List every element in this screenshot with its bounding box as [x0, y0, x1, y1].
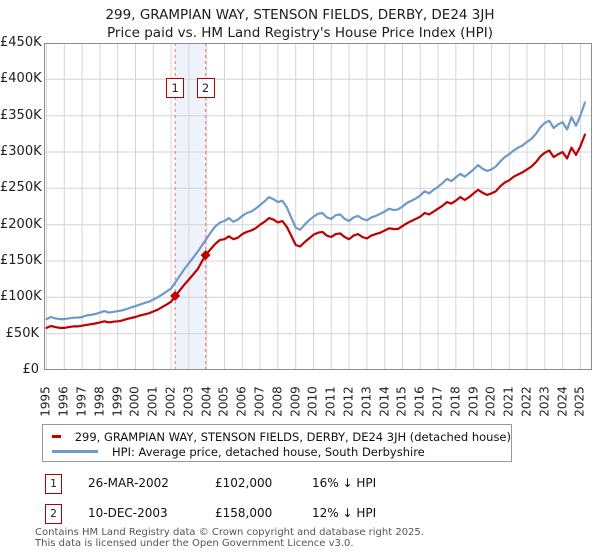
sale-2-marker: 2: [45, 504, 62, 524]
hpi-line-label: HPI: Average price, detached house, Sout…: [112, 444, 425, 459]
x-axis-tick-label: 2003: [181, 386, 196, 417]
sale-1-marker: 1: [45, 474, 62, 494]
y-axis-tick-label: £0: [22, 362, 39, 377]
sale-flag-1: 1: [166, 78, 185, 98]
x-axis-tick-label: 1997: [74, 386, 89, 417]
x-axis-tick-label: 2021: [501, 386, 516, 417]
x-axis-tick-label: 2010: [305, 386, 320, 417]
legend-item-property: 299, GRAMPIAN WAY, STENSON FIELDS, DERBY…: [43, 429, 511, 444]
x-axis-tick-label: 2004: [199, 386, 214, 417]
x-axis-tick-label: 2000: [127, 386, 142, 417]
legend-item-hpi: HPI: Average price, detached house, Sout…: [43, 444, 511, 459]
x-axis-tick-label: 2022: [519, 386, 534, 417]
sale-flag-2: 2: [196, 78, 215, 98]
copyright-line: Contains HM Land Registry data © Crown c…: [35, 527, 424, 538]
property-line-swatch: [52, 435, 61, 438]
x-axis-tick-label: 2001: [145, 386, 160, 417]
x-axis-tick-label: 2007: [252, 386, 267, 417]
hpi-line-swatch: [52, 450, 98, 453]
sale-1-hpi-diff: 16% ↓ HPI: [312, 476, 377, 490]
x-axis-tick-label: 2017: [430, 386, 445, 417]
y-axis-tick-label: £50K: [5, 325, 39, 341]
x-axis-tick-label: 2005: [216, 386, 231, 417]
sale-1-price: £102,000: [215, 476, 273, 490]
x-axis-tick-label: 2014: [377, 386, 392, 417]
y-axis-tick-label: £200K: [0, 216, 42, 232]
plot-area: [44, 42, 592, 370]
sale-2-price: £158,000: [215, 506, 273, 520]
property-line-label: 299, GRAMPIAN WAY, STENSON FIELDS, DERBY…: [74, 429, 511, 444]
x-axis-tick-label: 1996: [56, 386, 71, 417]
y-axis-tick-label: £150K: [0, 253, 42, 268]
sale-2-date: 10-DEC-2003: [88, 506, 168, 520]
x-axis-tick-label: 2008: [270, 386, 285, 417]
x-axis-tick-label: 2012: [341, 386, 356, 417]
y-axis-tick-label: £350K: [0, 107, 42, 123]
x-axis-tick-label: 2019: [466, 386, 481, 417]
x-axis-tick-label: 2015: [394, 386, 409, 417]
sale-row-1: 1 26-MAR-2002 £102,000 16% ↓ HPI: [45, 474, 465, 494]
page-title: 299, GRAMPIAN WAY, STENSON FIELDS, DERBY…: [105, 7, 495, 23]
y-axis-tick-label: £250K: [0, 180, 42, 196]
x-axis-tick-label: 1999: [110, 386, 125, 417]
x-axis-tick-label: 1998: [92, 386, 107, 417]
y-axis-tick-label: £450K: [0, 35, 42, 50]
x-axis-tick-label: 2024: [555, 386, 570, 417]
y-axis-tick-label: £100K: [0, 289, 42, 305]
x-axis-tick-label: 1995: [38, 386, 53, 417]
legend-box: 299, GRAMPIAN WAY, STENSON FIELDS, DERBY…: [42, 424, 512, 462]
licence-line: This data is licensed under the Open Gov…: [35, 538, 354, 549]
sale-2-hpi-diff: 12% ↓ HPI: [312, 506, 377, 520]
x-axis-tick-label: 2002: [163, 386, 178, 417]
x-axis-tick-label: 2025: [572, 386, 587, 417]
y-axis-tick-label: £400K: [0, 71, 42, 87]
x-axis-tick-label: 2018: [448, 386, 463, 417]
x-axis-tick-label: 2023: [537, 386, 552, 417]
sale-1-date: 26-MAR-2002: [88, 476, 169, 490]
x-axis-tick-label: 2006: [234, 386, 249, 417]
x-axis-tick-label: 2009: [288, 386, 303, 417]
y-axis-tick-label: £300K: [0, 144, 42, 159]
x-axis-tick-label: 2013: [359, 386, 374, 417]
x-axis-tick-label: 2011: [323, 386, 338, 417]
page-subtitle: Price paid vs. HM Land Registry's House …: [107, 25, 493, 41]
sale-row-2: 2 10-DEC-2003 £158,000 12% ↓ HPI: [45, 504, 465, 524]
price-line-chart: [44, 42, 592, 370]
x-axis-tick-label: 2020: [483, 386, 498, 417]
x-axis-tick-label: 2016: [412, 386, 427, 417]
